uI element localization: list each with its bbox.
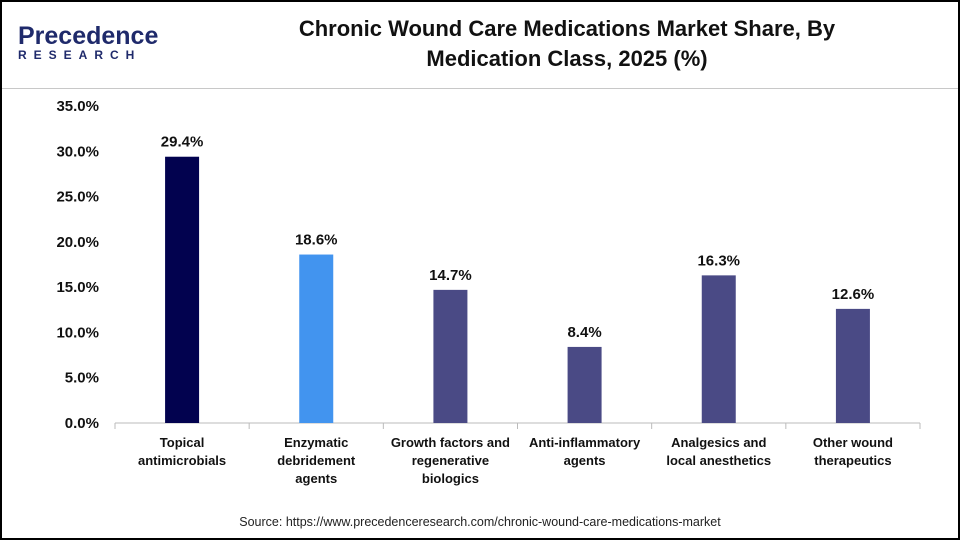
data-label: 29.4% — [161, 134, 204, 151]
x-tick-label: regenerative — [412, 453, 489, 468]
data-label: 16.3% — [697, 252, 740, 269]
data-label: 14.7% — [429, 267, 472, 284]
bar — [299, 254, 334, 423]
bar — [433, 289, 468, 423]
x-tick-label: debridement — [277, 453, 356, 468]
title-line-1: Chronic Wound Care Medications Market Sh… — [298, 16, 836, 41]
chart-title: Chronic Wound Care Medications Market Sh… — [202, 14, 932, 74]
y-tick-label: 20.0% — [56, 234, 99, 251]
y-tick-label: 25.0% — [56, 189, 99, 206]
x-tick-label: Enzymatic — [284, 435, 348, 450]
x-tick-label: Anti-inflammatory — [529, 435, 641, 450]
data-label: 18.6% — [295, 232, 338, 249]
y-tick-label: 5.0% — [65, 370, 99, 387]
y-tick-label: 10.0% — [56, 324, 99, 341]
bar — [165, 156, 200, 423]
logo: Precedence RESEARCH — [18, 22, 158, 64]
logo-subtext: RESEARCH — [18, 48, 142, 62]
data-label: 8.4% — [567, 324, 601, 341]
y-tick-label: 15.0% — [56, 279, 99, 296]
x-tick-label: Analgesics and — [671, 435, 766, 450]
x-tick-label: therapeutics — [814, 453, 891, 468]
logo-text: Precedence — [18, 22, 159, 50]
bar — [701, 275, 736, 423]
x-tick-label: Topical — [160, 435, 205, 450]
source-note: Source: https://www.precedenceresearch.c… — [239, 515, 721, 529]
data-label: 12.6% — [832, 286, 875, 303]
bar — [835, 308, 870, 423]
x-tick-label: antimicrobials — [138, 453, 226, 468]
x-tick-label: local anesthetics — [666, 453, 771, 468]
y-tick-label: 35.0% — [56, 98, 99, 115]
x-tick-label: Other wound — [813, 435, 893, 450]
x-tick-label: agents — [564, 453, 606, 468]
x-tick-label: Growth factors and — [391, 435, 510, 450]
bar — [567, 346, 602, 423]
y-tick-label: 0.0% — [65, 415, 99, 432]
x-tick-label: agents — [295, 471, 337, 486]
x-tick-label: biologics — [422, 471, 479, 486]
title-line-2: Medication Class, 2025 (%) — [426, 46, 708, 71]
header-divider — [2, 88, 958, 89]
y-tick-label: 30.0% — [56, 143, 99, 160]
